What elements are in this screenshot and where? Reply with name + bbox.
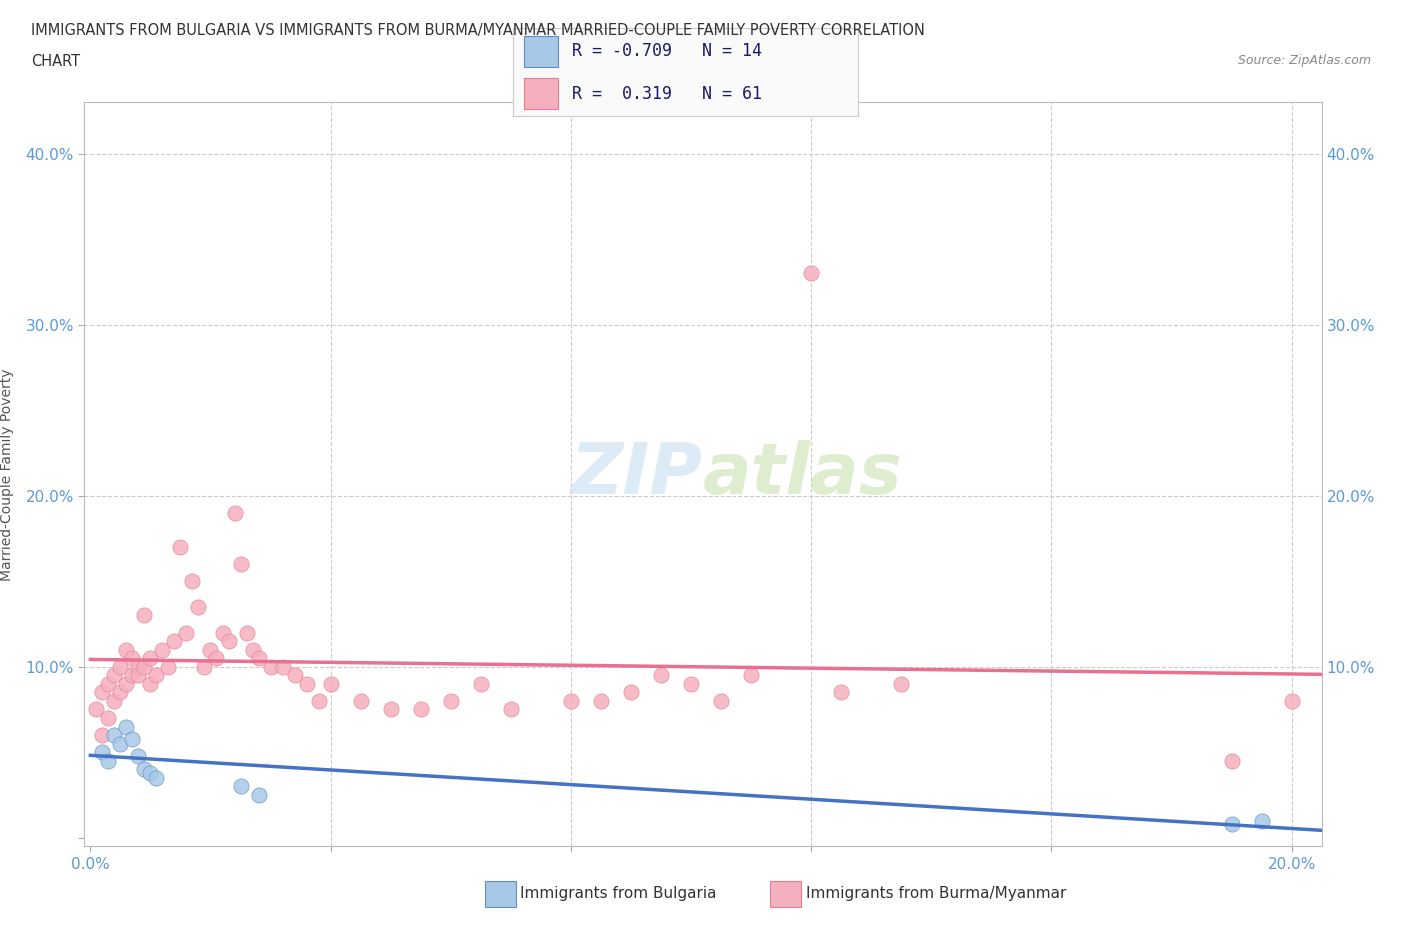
Point (470, 676, 492, 691)
Point (800, 266, 823, 281)
Point (200, 643, 222, 658)
Point (740, 668, 762, 683)
Point (295, 676, 318, 691)
Point (205, 651, 228, 666)
Point (589, 694, 612, 709)
Point (319, 676, 342, 691)
Point (139, 765, 162, 780)
Point (679, 676, 702, 691)
Point (121, 668, 143, 683)
Point (121, 651, 143, 666)
Point (224, 505, 246, 520)
Point (91, 727, 114, 742)
Point (127, 749, 149, 764)
Point (97, 676, 120, 691)
Bar (523, 36, 558, 67)
Point (1281, 694, 1303, 709)
Point (115, 719, 138, 734)
Point (145, 770, 167, 785)
Text: atlas: atlas (703, 440, 903, 509)
Text: R =  0.319   N = 61: R = 0.319 N = 61 (572, 85, 762, 102)
Point (650, 668, 672, 683)
Text: CHART: CHART (31, 54, 80, 69)
Point (830, 684, 852, 699)
Text: Source: ZipAtlas.com: Source: ZipAtlas.com (1237, 54, 1371, 67)
Point (308, 694, 330, 709)
Point (134, 659, 156, 674)
Point (620, 684, 643, 699)
Point (710, 694, 733, 709)
Y-axis label: Married-Couple Family Poverty: Married-Couple Family Poverty (0, 368, 14, 580)
Point (211, 625, 233, 640)
Point (350, 694, 373, 709)
Point (409, 702, 432, 717)
Point (187, 600, 209, 615)
Point (218, 633, 240, 648)
Point (242, 643, 264, 658)
Point (229, 557, 252, 572)
Point (152, 643, 174, 658)
Point (440, 694, 463, 709)
Point (560, 694, 582, 709)
Point (259, 659, 281, 674)
Text: Immigrants from Burma/Myanmar: Immigrants from Burma/Myanmar (806, 886, 1066, 901)
Point (380, 702, 402, 717)
Point (139, 676, 162, 691)
Point (91, 684, 114, 699)
Point (247, 788, 270, 803)
Point (121, 731, 143, 746)
Point (134, 762, 156, 777)
Text: ZIP: ZIP (571, 440, 703, 509)
Bar (523, 78, 558, 109)
Text: R = -0.709   N = 14: R = -0.709 N = 14 (572, 42, 762, 60)
Point (499, 702, 522, 717)
Point (163, 633, 186, 648)
Point (134, 608, 156, 623)
Point (229, 779, 252, 794)
Point (103, 694, 125, 709)
Point (235, 625, 257, 640)
Point (1220, 817, 1243, 831)
Point (145, 668, 167, 683)
Point (97, 711, 120, 725)
Point (890, 676, 912, 691)
Point (115, 676, 138, 691)
Point (271, 659, 294, 674)
Point (139, 651, 162, 666)
Point (110, 659, 132, 674)
Point (97, 753, 120, 768)
Point (127, 659, 149, 674)
Point (1250, 813, 1272, 828)
Point (86, 702, 108, 717)
Point (157, 659, 180, 674)
Point (181, 574, 204, 589)
Point (169, 539, 191, 554)
Point (103, 727, 125, 742)
Point (91, 745, 114, 760)
Point (247, 651, 270, 666)
Point (1220, 753, 1243, 768)
Text: Immigrants from Bulgaria: Immigrants from Bulgaria (520, 886, 717, 901)
Point (110, 684, 132, 699)
Point (103, 668, 125, 683)
Point (110, 737, 132, 751)
Point (284, 668, 307, 683)
Point (127, 668, 149, 683)
Point (193, 659, 215, 674)
Point (115, 643, 138, 658)
Point (176, 625, 198, 640)
Text: IMMIGRANTS FROM BULGARIA VS IMMIGRANTS FROM BURMA/MYANMAR MARRIED-COUPLE FAMILY : IMMIGRANTS FROM BULGARIA VS IMMIGRANTS F… (31, 23, 925, 38)
